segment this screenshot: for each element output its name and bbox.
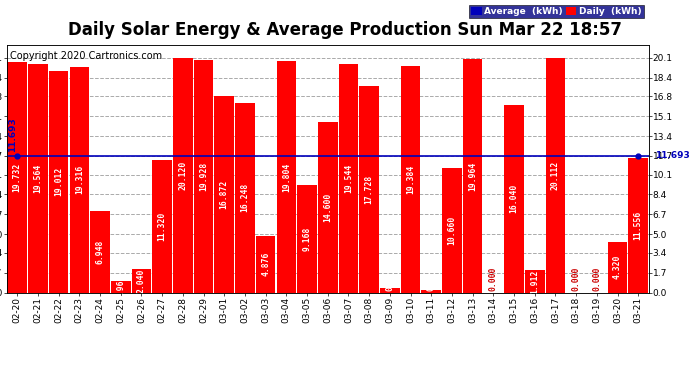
Bar xyxy=(629,158,648,292)
Bar xyxy=(504,105,524,292)
Bar xyxy=(422,290,441,292)
Bar xyxy=(70,67,89,292)
Bar xyxy=(235,103,255,292)
Bar xyxy=(194,60,213,292)
Text: 11.556: 11.556 xyxy=(633,210,643,240)
Bar xyxy=(608,242,627,292)
Text: 0.384: 0.384 xyxy=(385,266,395,291)
Bar xyxy=(173,58,193,292)
Text: 16.248: 16.248 xyxy=(240,183,250,212)
Bar xyxy=(8,62,27,292)
Bar xyxy=(152,160,172,292)
Bar xyxy=(132,268,151,292)
Bar xyxy=(318,122,337,292)
Text: 19.964: 19.964 xyxy=(468,161,477,190)
Text: 19.012: 19.012 xyxy=(54,167,63,196)
Text: 11.320: 11.320 xyxy=(157,212,167,241)
Text: 11.693: 11.693 xyxy=(8,118,17,153)
Text: 0.000: 0.000 xyxy=(592,267,602,291)
Text: 2.040: 2.040 xyxy=(137,268,146,293)
Bar xyxy=(546,58,565,292)
Text: Copyright 2020 Cartronics.com: Copyright 2020 Cartronics.com xyxy=(10,51,162,61)
Text: 10.660: 10.660 xyxy=(447,216,457,245)
Legend: Average  (kWh), Daily  (kWh): Average (kWh), Daily (kWh) xyxy=(469,5,644,18)
Bar xyxy=(401,66,420,292)
Text: 1.912: 1.912 xyxy=(530,269,540,294)
Bar xyxy=(256,236,275,292)
Text: 19.928: 19.928 xyxy=(199,162,208,191)
Text: 19.316: 19.316 xyxy=(75,165,84,194)
Text: 0.248: 0.248 xyxy=(426,266,436,291)
Bar xyxy=(525,270,544,292)
Text: 19.384: 19.384 xyxy=(406,165,415,194)
Text: Daily Solar Energy & Average Production Sun Mar 22 18:57: Daily Solar Energy & Average Production … xyxy=(68,21,622,39)
Bar xyxy=(380,288,400,292)
Text: 0.968: 0.968 xyxy=(116,274,126,299)
Bar xyxy=(297,186,317,292)
Text: 6.948: 6.948 xyxy=(95,240,105,264)
Text: 4.876: 4.876 xyxy=(261,252,270,276)
Text: 19.564: 19.564 xyxy=(33,164,43,193)
Bar xyxy=(28,64,48,292)
Bar xyxy=(359,86,379,292)
Bar xyxy=(277,61,296,292)
Text: 0.000: 0.000 xyxy=(489,267,498,291)
Text: 20.120: 20.120 xyxy=(178,160,188,190)
Text: 11.693: 11.693 xyxy=(655,152,690,160)
Bar xyxy=(90,211,110,292)
Bar xyxy=(215,96,234,292)
Text: 19.544: 19.544 xyxy=(344,164,353,193)
Text: 16.872: 16.872 xyxy=(219,179,229,209)
Text: 19.732: 19.732 xyxy=(12,163,22,192)
Text: 19.804: 19.804 xyxy=(282,162,291,192)
Text: 16.040: 16.040 xyxy=(509,184,519,213)
Bar xyxy=(111,281,130,292)
Text: 14.600: 14.600 xyxy=(323,193,333,222)
Text: 20.112: 20.112 xyxy=(551,160,560,190)
Bar xyxy=(442,168,462,292)
Text: 9.168: 9.168 xyxy=(302,227,312,251)
Text: 0.000: 0.000 xyxy=(571,267,581,291)
Bar xyxy=(49,70,68,292)
Text: 17.728: 17.728 xyxy=(364,174,374,204)
Bar xyxy=(339,64,358,292)
Bar xyxy=(463,59,482,292)
Text: 4.320: 4.320 xyxy=(613,255,622,279)
